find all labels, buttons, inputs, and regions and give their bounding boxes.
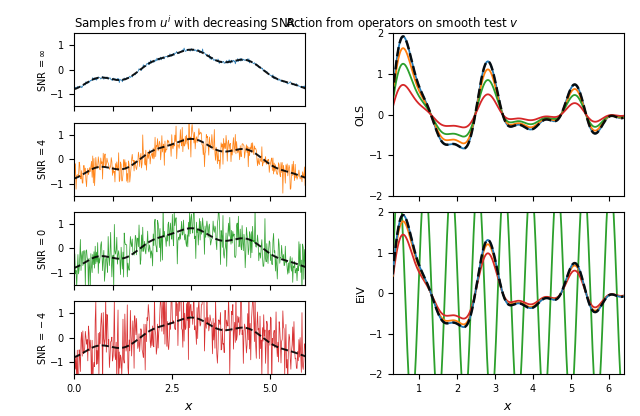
Y-axis label: OLS: OLS bbox=[356, 104, 366, 126]
Y-axis label: EiV: EiV bbox=[356, 284, 366, 302]
Y-axis label: SNR $= \infty$: SNR $= \infty$ bbox=[36, 48, 48, 92]
Y-axis label: SNR $= -4$: SNR $= -4$ bbox=[36, 311, 48, 365]
Text: Action from operators on smooth test $v$: Action from operators on smooth test $v$ bbox=[285, 15, 519, 32]
X-axis label: $x$: $x$ bbox=[504, 400, 513, 413]
Y-axis label: SNR $= 0$: SNR $= 0$ bbox=[36, 227, 48, 270]
Text: Samples from $u^i$ with decreasing SNR: Samples from $u^i$ with decreasing SNR bbox=[74, 15, 296, 33]
X-axis label: $x$: $x$ bbox=[184, 400, 194, 413]
Y-axis label: SNR $= 4$: SNR $= 4$ bbox=[36, 138, 48, 181]
